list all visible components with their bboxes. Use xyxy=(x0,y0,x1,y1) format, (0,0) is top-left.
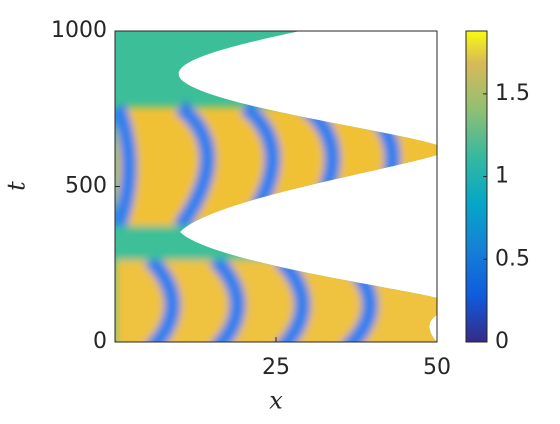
x-tick-label: 25 xyxy=(262,355,290,380)
y-tick-label: 0 xyxy=(93,329,107,354)
colorbar-tick-label: 1 xyxy=(495,164,509,189)
x-tick-label: 50 xyxy=(423,355,451,380)
y-tick-label: 500 xyxy=(65,174,107,199)
colorbar-tick-label: 1.5 xyxy=(495,81,530,106)
field xyxy=(115,31,437,342)
x-label: x xyxy=(269,387,283,415)
y-label: t xyxy=(3,181,31,191)
colorbar-tick-label: 0 xyxy=(495,329,509,354)
y-tick-label: 1000 xyxy=(51,18,107,43)
colorbar-tick-label: 0.5 xyxy=(495,246,530,271)
colorbar xyxy=(465,30,488,343)
